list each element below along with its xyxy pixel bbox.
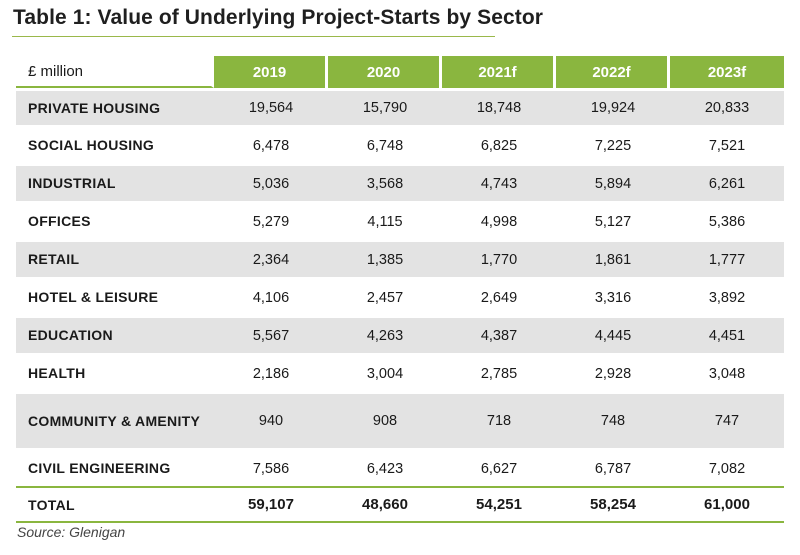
table-row: HOTEL & LEISURE 4,106 2,457 2,649 3,316 … <box>16 277 784 315</box>
table-title: Table 1: Value of Underlying Project-Sta… <box>13 6 544 29</box>
total-label: TOTAL <box>16 486 214 523</box>
table-row: EDUCATION 5,567 4,263 4,387 4,445 4,451 <box>16 315 784 353</box>
row-label: COMMUNITY & AMENITY <box>16 391 214 448</box>
cell-value: 6,748 <box>328 125 442 163</box>
table-row: COMMUNITY & AMENITY 940 908 718 748 747 <box>16 391 784 448</box>
cell-value: 5,127 <box>556 201 670 239</box>
column-header: 2019 <box>214 56 328 88</box>
cell-value: 3,048 <box>670 353 784 391</box>
total-value: 54,251 <box>442 486 556 523</box>
cell-value: 5,894 <box>556 163 670 201</box>
table-row: HEALTH 2,186 3,004 2,785 2,928 3,048 <box>16 353 784 391</box>
total-value: 48,660 <box>328 486 442 523</box>
cell-value: 7,521 <box>670 125 784 163</box>
column-header: 2020 <box>328 56 442 88</box>
cell-value: 15,790 <box>328 88 442 125</box>
cell-value: 4,445 <box>556 315 670 353</box>
row-label: EDUCATION <box>16 315 214 353</box>
cell-value: 2,457 <box>328 277 442 315</box>
cell-value: 7,082 <box>670 448 784 486</box>
cell-value: 4,998 <box>442 201 556 239</box>
cell-value: 6,478 <box>214 125 328 163</box>
cell-value: 2,785 <box>442 353 556 391</box>
cell-value: 4,106 <box>214 277 328 315</box>
table-row: INDUSTRIAL 5,036 3,568 4,743 5,894 6,261 <box>16 163 784 201</box>
row-label: SOCIAL HOUSING <box>16 125 214 163</box>
table-row: CIVIL ENGINEERING 7,586 6,423 6,627 6,78… <box>16 448 784 486</box>
cell-value: 718 <box>442 391 556 448</box>
cell-value: 5,279 <box>214 201 328 239</box>
cell-value: 1,770 <box>442 239 556 277</box>
total-value: 59,107 <box>214 486 328 523</box>
total-row: TOTAL 59,107 48,660 54,251 58,254 61,000 <box>16 486 784 523</box>
cell-value: 2,186 <box>214 353 328 391</box>
cell-value: 7,225 <box>556 125 670 163</box>
cell-value: 940 <box>214 391 328 448</box>
row-label: CIVIL ENGINEERING <box>16 448 214 486</box>
row-label: OFFICES <box>16 201 214 239</box>
cell-value: 6,825 <box>442 125 556 163</box>
cell-value: 908 <box>328 391 442 448</box>
cell-value: 18,748 <box>442 88 556 125</box>
title-underline <box>12 36 495 37</box>
cell-value: 20,833 <box>670 88 784 125</box>
unit-label: £ million <box>16 56 214 88</box>
row-label: HOTEL & LEISURE <box>16 277 214 315</box>
cell-value: 6,787 <box>556 448 670 486</box>
table-row: PRIVATE HOUSING 19,564 15,790 18,748 19,… <box>16 88 784 125</box>
cell-value: 5,386 <box>670 201 784 239</box>
cell-value: 6,261 <box>670 163 784 201</box>
cell-value: 1,861 <box>556 239 670 277</box>
cell-value: 1,777 <box>670 239 784 277</box>
cell-value: 5,036 <box>214 163 328 201</box>
cell-value: 6,627 <box>442 448 556 486</box>
cell-value: 3,892 <box>670 277 784 315</box>
cell-value: 7,586 <box>214 448 328 486</box>
cell-value: 2,649 <box>442 277 556 315</box>
cell-value: 3,316 <box>556 277 670 315</box>
row-label: INDUSTRIAL <box>16 163 214 201</box>
cell-value: 4,451 <box>670 315 784 353</box>
table-row: SOCIAL HOUSING 6,478 6,748 6,825 7,225 7… <box>16 125 784 163</box>
row-label: PRIVATE HOUSING <box>16 88 214 125</box>
source-note: Source: Glenigan <box>17 524 126 540</box>
cell-value: 2,928 <box>556 353 670 391</box>
cell-value: 19,924 <box>556 88 670 125</box>
header-row: £ million 2019 2020 2021f 2022f 2023f <box>16 56 784 88</box>
row-label: HEALTH <box>16 353 214 391</box>
table-row: OFFICES 5,279 4,115 4,998 5,127 5,386 <box>16 201 784 239</box>
table-row: RETAIL 2,364 1,385 1,770 1,861 1,777 <box>16 239 784 277</box>
cell-value: 4,115 <box>328 201 442 239</box>
project-starts-table: £ million 2019 2020 2021f 2022f 2023f PR… <box>16 56 784 523</box>
column-header: 2022f <box>556 56 670 88</box>
total-value: 61,000 <box>670 486 784 523</box>
cell-value: 4,387 <box>442 315 556 353</box>
cell-value: 748 <box>556 391 670 448</box>
cell-value: 3,568 <box>328 163 442 201</box>
cell-value: 4,743 <box>442 163 556 201</box>
column-header: 2021f <box>442 56 556 88</box>
cell-value: 6,423 <box>328 448 442 486</box>
column-header: 2023f <box>670 56 784 88</box>
row-label: RETAIL <box>16 239 214 277</box>
cell-value: 1,385 <box>328 239 442 277</box>
cell-value: 5,567 <box>214 315 328 353</box>
cell-value: 4,263 <box>328 315 442 353</box>
cell-value: 3,004 <box>328 353 442 391</box>
cell-value: 747 <box>670 391 784 448</box>
cell-value: 2,364 <box>214 239 328 277</box>
total-value: 58,254 <box>556 486 670 523</box>
cell-value: 19,564 <box>214 88 328 125</box>
